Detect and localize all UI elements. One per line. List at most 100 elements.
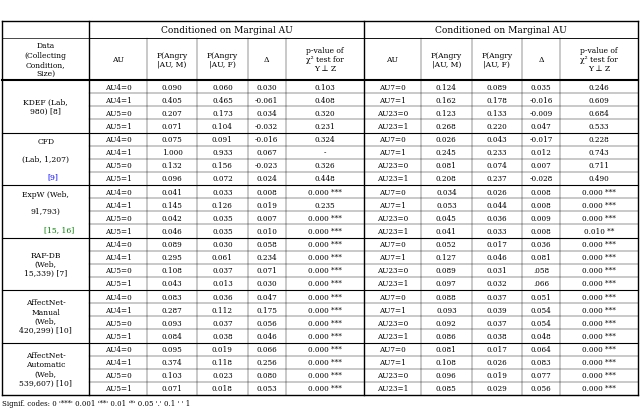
Text: 0.320: 0.320 <box>314 109 335 118</box>
Text: 0.465: 0.465 <box>212 97 233 104</box>
Text: 0.041: 0.041 <box>436 228 457 235</box>
Text: 0.000 ***: 0.000 *** <box>308 345 342 353</box>
Text: 0.000 ***: 0.000 *** <box>308 267 342 275</box>
Text: 0.084: 0.084 <box>162 332 182 340</box>
Text: [9]: [9] <box>48 173 59 181</box>
Text: 0.038: 0.038 <box>486 332 507 340</box>
Text: 0.124: 0.124 <box>436 83 457 91</box>
Text: 0.162: 0.162 <box>436 97 457 104</box>
Text: 0.000 ***: 0.000 *** <box>582 332 616 340</box>
Text: 0.000 ***: 0.000 *** <box>582 280 616 288</box>
Text: AU4=0: AU4=0 <box>105 188 132 196</box>
Text: 0.088: 0.088 <box>436 293 457 301</box>
Text: 0.056: 0.056 <box>531 385 551 392</box>
Text: 0.071: 0.071 <box>162 385 182 392</box>
Text: AU7=0: AU7=0 <box>379 345 406 353</box>
Text: 0.043: 0.043 <box>486 136 507 144</box>
Text: Δ: Δ <box>538 56 544 64</box>
Text: AU: AU <box>387 56 399 64</box>
Text: 0.037: 0.037 <box>486 293 507 301</box>
Text: 0.132: 0.132 <box>162 162 182 170</box>
Text: AU4=0: AU4=0 <box>105 345 132 353</box>
Text: 0.034: 0.034 <box>436 188 457 196</box>
Text: AU7=1: AU7=1 <box>379 358 406 366</box>
Text: Conditioned on Marginal AU: Conditioned on Marginal AU <box>435 26 567 35</box>
Text: 0.007: 0.007 <box>257 214 277 222</box>
Text: AU23=1: AU23=1 <box>377 332 408 340</box>
Text: 0.048: 0.048 <box>531 332 551 340</box>
Text: 0.035: 0.035 <box>212 214 233 222</box>
Text: 0.061: 0.061 <box>212 254 233 261</box>
Text: RAF-DB
(Web,
15,339) [7]: RAF-DB (Web, 15,339) [7] <box>24 251 67 277</box>
Text: P(Angry
|AU, M): P(Angry |AU, M) <box>431 52 462 69</box>
Text: -0.009: -0.009 <box>529 109 552 118</box>
Text: AU7=0: AU7=0 <box>379 136 406 144</box>
Text: 0.123: 0.123 <box>436 109 457 118</box>
Text: AU23=0: AU23=0 <box>377 162 408 170</box>
Text: 0.026: 0.026 <box>486 188 507 196</box>
Text: AU23=1: AU23=1 <box>377 280 408 288</box>
Text: 0.031: 0.031 <box>486 267 507 275</box>
Text: 0.000 ***: 0.000 *** <box>582 214 616 222</box>
Text: 0.092: 0.092 <box>436 319 457 327</box>
Text: 0.044: 0.044 <box>486 201 507 209</box>
Text: 0.053: 0.053 <box>436 201 457 209</box>
Text: 0.023: 0.023 <box>212 371 233 380</box>
Text: AU5=0: AU5=0 <box>105 214 132 222</box>
Text: AU4=1: AU4=1 <box>105 201 132 209</box>
Text: AU23=1: AU23=1 <box>377 385 408 392</box>
Text: 0.047: 0.047 <box>531 123 551 131</box>
Text: 0.000 ***: 0.000 *** <box>308 293 342 301</box>
Text: AU: AU <box>112 56 124 64</box>
Text: 0.093: 0.093 <box>436 306 457 314</box>
Text: 0.019: 0.019 <box>212 345 233 353</box>
Text: 0.030: 0.030 <box>212 240 233 249</box>
Text: P(Angry
|AU, F): P(Angry |AU, F) <box>481 52 512 69</box>
Text: 0.112: 0.112 <box>212 306 233 314</box>
Text: -0.016: -0.016 <box>529 97 553 104</box>
Text: AU23=0: AU23=0 <box>377 267 408 275</box>
Text: 0.053: 0.053 <box>257 385 277 392</box>
Text: AU5=1: AU5=1 <box>105 123 132 131</box>
Text: AffectNet-
Automatic
(Web,
539,607) [10]: AffectNet- Automatic (Web, 539,607) [10] <box>19 351 72 387</box>
Text: 0.533: 0.533 <box>589 123 609 131</box>
Text: 0.008: 0.008 <box>531 188 551 196</box>
Text: 0.000 ***: 0.000 *** <box>582 385 616 392</box>
Text: 0.074: 0.074 <box>486 162 507 170</box>
Text: 0.000 ***: 0.000 *** <box>582 319 616 327</box>
Text: 0.042: 0.042 <box>162 214 182 222</box>
Text: 0.083: 0.083 <box>162 293 182 301</box>
Text: 0.743: 0.743 <box>589 149 609 157</box>
Text: KDEF (Lab,
980) [8]: KDEF (Lab, 980) [8] <box>23 98 68 116</box>
Text: 0.118: 0.118 <box>212 358 233 366</box>
Text: 0.060: 0.060 <box>212 83 233 91</box>
Text: AU7=0: AU7=0 <box>379 293 406 301</box>
Text: 0.013: 0.013 <box>212 280 233 288</box>
Text: 0.019: 0.019 <box>256 201 277 209</box>
Text: 0.033: 0.033 <box>212 188 232 196</box>
Text: .066: .066 <box>533 280 549 288</box>
Text: 0.156: 0.156 <box>212 162 233 170</box>
Text: 0.036: 0.036 <box>212 293 233 301</box>
Text: 0.071: 0.071 <box>256 267 277 275</box>
Text: AU23=0: AU23=0 <box>377 371 408 380</box>
Text: -0.028: -0.028 <box>529 175 552 183</box>
Text: AU5=1: AU5=1 <box>105 332 132 340</box>
Text: 0.089: 0.089 <box>162 240 182 249</box>
Text: 0.026: 0.026 <box>436 136 457 144</box>
Text: 0.019: 0.019 <box>486 371 507 380</box>
Text: 0.000 ***: 0.000 *** <box>582 306 616 314</box>
Text: 1.000: 1.000 <box>162 149 182 157</box>
Text: 0.081: 0.081 <box>531 254 552 261</box>
Text: AU4=1: AU4=1 <box>105 97 132 104</box>
Text: -0.017: -0.017 <box>529 136 553 144</box>
Text: 0.000 ***: 0.000 *** <box>582 267 616 275</box>
Text: AU23=1: AU23=1 <box>377 175 408 183</box>
Text: 0.012: 0.012 <box>531 149 552 157</box>
Text: AU7=1: AU7=1 <box>379 201 406 209</box>
Text: 0.086: 0.086 <box>436 332 457 340</box>
Text: 0.024: 0.024 <box>257 175 277 183</box>
Text: 0.000 ***: 0.000 *** <box>308 358 342 366</box>
Text: AU4=0: AU4=0 <box>105 136 132 144</box>
Text: 0.083: 0.083 <box>531 358 551 366</box>
